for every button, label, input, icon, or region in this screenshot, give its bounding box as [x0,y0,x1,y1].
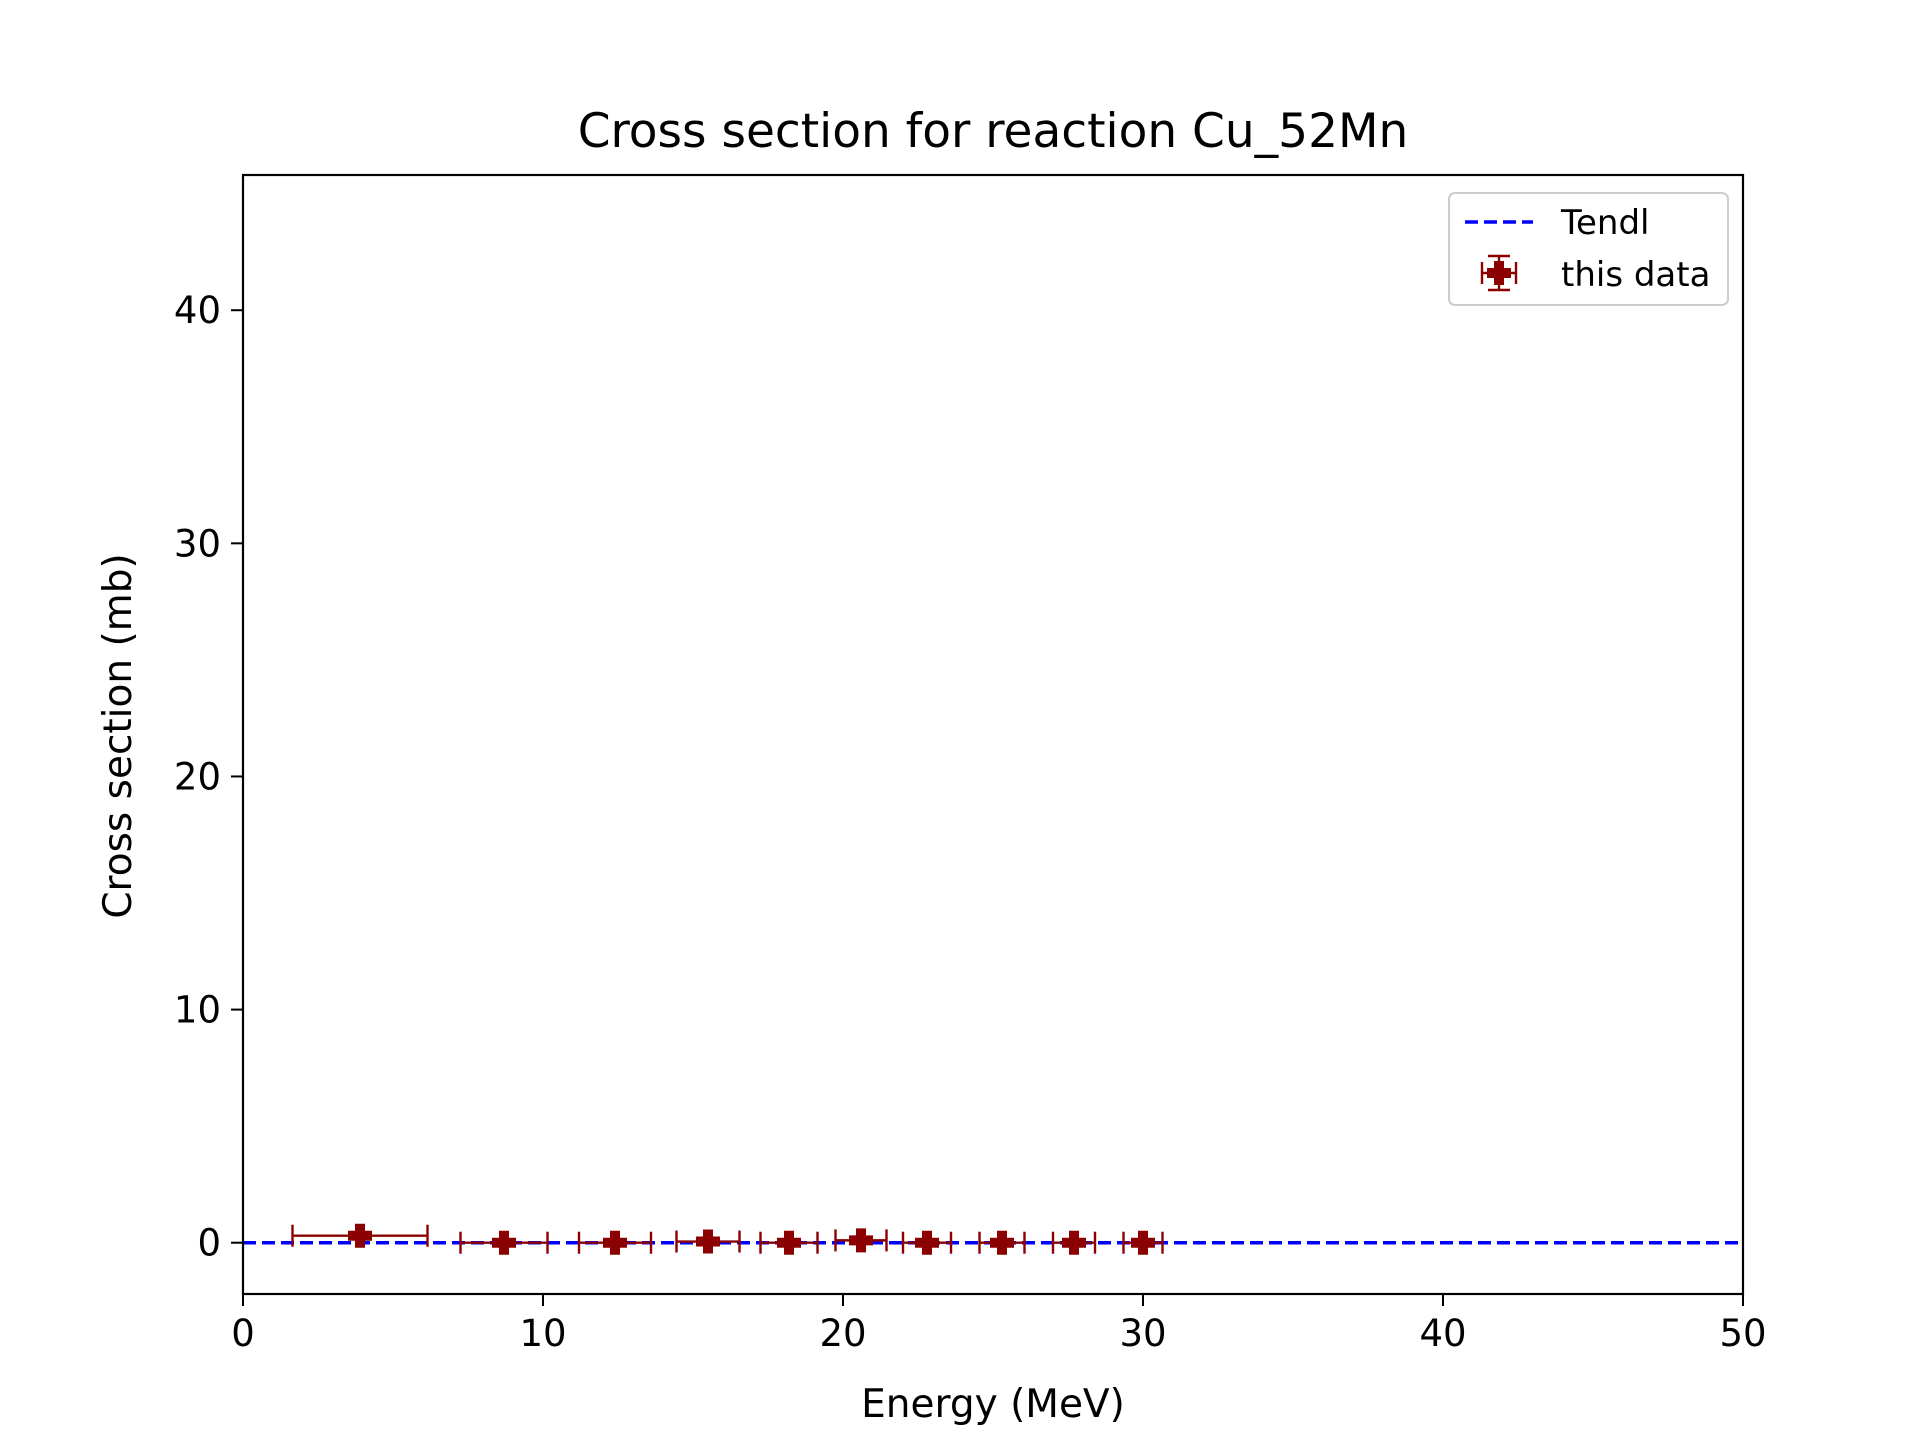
chart-title: Cross section for reaction Cu_52Mn [578,104,1409,159]
x-tick-label: 10 [519,1312,566,1355]
plot-area [243,1223,1743,1255]
data-marker [915,1230,939,1255]
data-marker [1062,1230,1086,1255]
data-point [1051,1230,1097,1255]
legend: Tendl this data [1448,192,1729,306]
data-point [459,1230,549,1255]
legend-this-data-label: this data [1561,255,1710,295]
data-point [291,1223,429,1248]
legend-marker [1487,261,1511,285]
data-marker [1131,1230,1155,1255]
data-marker [603,1230,627,1255]
x-tick-label: 40 [1419,1312,1466,1355]
legend-frame [1448,192,1729,306]
y-tick-label: 40 [174,289,221,332]
x-tick-label: 30 [1119,1312,1166,1355]
x-tick-label: 50 [1719,1312,1766,1355]
legend-this-data-swatch [1480,254,1518,292]
x-tick-label: 20 [819,1312,866,1355]
plot-frame [241,173,1745,1296]
data-marker [696,1229,720,1254]
y-tick-label: 0 [197,1222,221,1265]
y-axis: 0 10 20 30 40 [174,289,243,1265]
y-tick-label: 30 [174,522,221,565]
data-point [978,1230,1026,1255]
x-axis-label: Energy (MeV) [861,1382,1125,1427]
y-axis-label: Cross section (mb) [96,553,141,918]
x-axis: 0 10 20 30 40 50 [231,1294,1767,1355]
data-marker [777,1230,801,1255]
data-marker [990,1230,1014,1255]
data-point [577,1230,653,1255]
y-tick-label: 20 [174,755,221,798]
data-point [675,1229,741,1254]
legend-tendl-label: Tendl [1560,203,1650,243]
data-marker [348,1223,372,1248]
data-point [901,1230,953,1255]
data-marker [492,1230,516,1255]
data-point [1122,1230,1164,1255]
x-tick-label: 0 [231,1312,255,1355]
y-tick-label: 10 [174,989,221,1032]
data-marker [849,1228,873,1253]
data-point [834,1228,888,1253]
data-point [759,1230,819,1255]
